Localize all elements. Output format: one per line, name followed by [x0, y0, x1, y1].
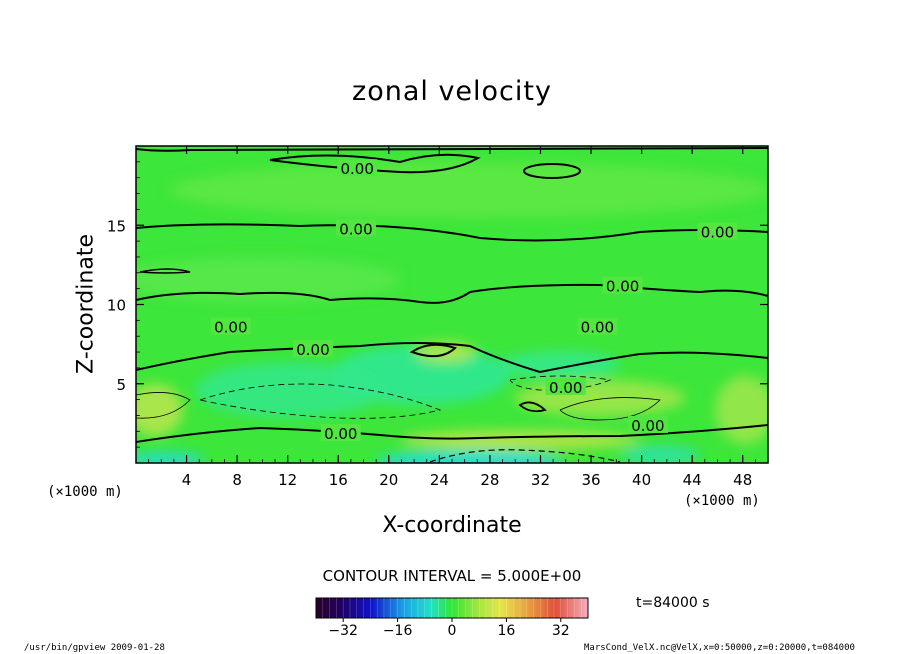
contour-label: 0.00: [631, 417, 664, 435]
contour-label-gap: [292, 339, 333, 357]
contour-label: 0.00: [214, 319, 247, 337]
contour-label-gap: [337, 159, 378, 177]
contour-small-1: [139, 268, 191, 274]
colorbar-ticks: −32 −16 0 16 32: [328, 618, 570, 639]
colorbar-tick-label: 32: [552, 623, 570, 639]
zero-contour-labels: 0.00 0.00 0.00 0.00 0.00 0.00 0.00 0.00 0.00 0.00: [210, 159, 738, 443]
contour-zero-15km: [136, 223, 768, 242]
x-tick-label: 28: [480, 471, 499, 489]
x-tick-label: 40: [632, 471, 651, 489]
contour-label-gap: [210, 317, 251, 335]
field-positive-upper: [170, 162, 768, 218]
field-negative-bottom3: [620, 446, 700, 463]
heatmap-field: 0.00 0.00 0.00 0.00 0.00 0.00 0.00 0.00 0.00 0.00: [136, 146, 768, 463]
field-positive-core5: [400, 430, 640, 450]
chart-title: zonal velocity: [352, 76, 552, 107]
x-tick-label: 16: [329, 471, 348, 489]
contour-label-gap: [577, 317, 618, 335]
colorbar-tick-label: −16: [383, 623, 413, 639]
colorbar-tick-label: 0: [448, 623, 457, 639]
y-tick-label: 10: [107, 297, 126, 315]
field-positive-core3: [715, 376, 768, 444]
field-negative-bottom1: [375, 450, 565, 463]
contour-zero-6km: [136, 342, 768, 374]
contour-label: 0.00: [296, 341, 329, 359]
field-negative-core3: [500, 351, 620, 379]
field-positive-core2: [136, 384, 183, 436]
field-negative-bottom2: [136, 452, 205, 463]
footer-right: MarsCond_VelX.nc@VelX,x=0:50000,z=0:2000…: [584, 643, 855, 653]
footer-left: /usr/bin/gpview 2009-01-28: [24, 643, 165, 653]
x-tick-label: 36: [581, 471, 600, 489]
colorbar-tick-label: −32: [328, 623, 358, 639]
contour-label: 0.00: [340, 160, 373, 178]
x-tick-label: 8: [232, 471, 242, 489]
contour-label-gap: [545, 377, 586, 395]
x-tick-label: 32: [531, 471, 550, 489]
contour-zero-10km: [136, 283, 768, 304]
contour-positive-5: [136, 392, 191, 419]
contour-positive-cell: [409, 343, 457, 358]
contour-top: [136, 147, 768, 152]
contour-lines: [136, 147, 768, 463]
contour-label: 0.00: [701, 224, 734, 242]
contour-label: 0.00: [606, 277, 639, 295]
contour-zero-2km: [136, 424, 768, 443]
contour-small-2: [518, 401, 547, 413]
x-tick-label: 24: [430, 471, 449, 489]
time-label: t=84000 s: [636, 595, 710, 611]
x-tick-label: 4: [182, 471, 192, 489]
contour-label: 0.00: [549, 379, 582, 397]
x-axis-ticks: 4 8 12 16 20 24 28 32 36 40 44 48: [135, 146, 769, 489]
field-positive-mid: [136, 258, 400, 302]
contour-label-gap: [335, 219, 376, 237]
x-tick-label: 20: [379, 471, 398, 489]
y-tick-label: 15: [107, 217, 126, 235]
x-tick-label: 44: [683, 471, 702, 489]
contour-label: 0.00: [339, 220, 372, 238]
contour-positive-5b: [559, 397, 661, 421]
x-tick-label: 48: [733, 471, 752, 489]
field-negative-core2: [195, 362, 385, 418]
y-unit-label: (×1000 m): [47, 484, 123, 500]
contour-negative-5: [199, 383, 442, 419]
contour-negative-10: [429, 449, 621, 463]
x-unit-label: (×1000 m): [684, 493, 760, 509]
y-axis-label: Z-coordinate: [73, 234, 99, 374]
y-tick-label: 5: [116, 376, 126, 394]
y-axis-ticks: 5 10 15: [107, 145, 768, 464]
contour-label: 0.00: [581, 319, 614, 337]
colorbar-stripes: [322, 598, 582, 618]
contour-label: 0.00: [324, 425, 357, 443]
colorbar-tick-label: 16: [497, 623, 515, 639]
contour-label-gap: [697, 222, 738, 240]
contour-upper-oval: [523, 163, 581, 179]
contour-negative-5b: [509, 375, 612, 391]
contour-label-gap: [320, 423, 361, 441]
contour-label-gap: [627, 415, 668, 433]
x-axis-label: X-coordinate: [382, 513, 522, 538]
contour-interval-text: CONTOUR INTERVAL = 5.000E+00: [322, 567, 582, 585]
contour-label-gap: [602, 276, 643, 294]
x-tick-label: 12: [278, 471, 297, 489]
